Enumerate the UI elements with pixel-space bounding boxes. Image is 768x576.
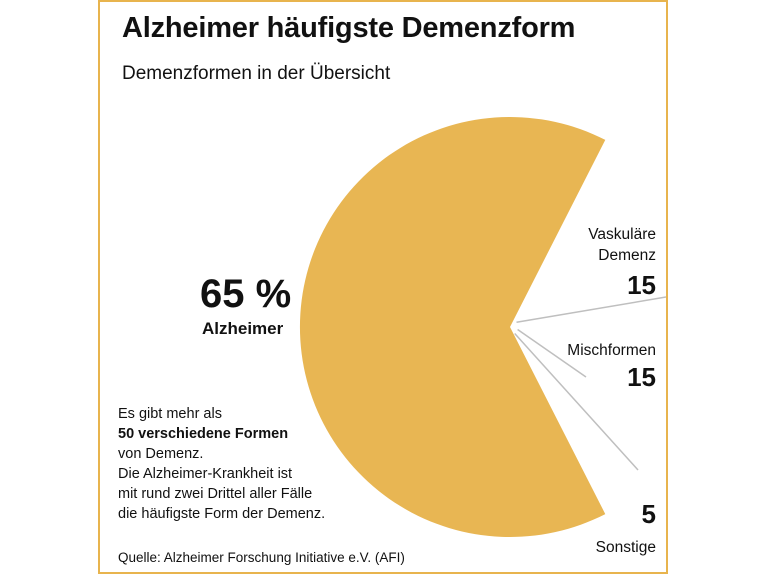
pie-chart	[299, 117, 666, 538]
alzheimer-value: 65 %	[200, 272, 292, 316]
chart-subtitle: Demenzformen in der Übersicht	[122, 63, 391, 84]
leader-line-sonstige	[514, 332, 639, 471]
vaskulaere-label: Vaskuläre Demenz	[588, 224, 656, 266]
vaskulaere-label-line1: Vaskuläre	[588, 226, 656, 243]
note-line: Die Alzheimer-Krankheit ist	[118, 466, 293, 482]
note-line: von Demenz.	[118, 446, 204, 462]
leader-line-mischformen	[517, 328, 587, 378]
vaskulaere-value: 15	[627, 270, 656, 300]
leader-line-vaskulaere	[516, 296, 666, 324]
chart-title: Alzheimer häufigste Demenzform	[122, 12, 576, 44]
source-note: Quelle: Alzheimer Forschung Initiative e…	[118, 550, 405, 565]
info-note: Es gibt mehr als 50 verschiedene Formen …	[118, 404, 378, 524]
mischformen-value: 15	[627, 362, 656, 392]
sonstige-value: 5	[641, 499, 656, 529]
pie-slice-alzheimer	[299, 117, 606, 538]
chart-frame: Alzheimer häufigste Demenzform Demenzfor…	[98, 0, 668, 574]
vaskulaere-label-line2: Demenz	[598, 247, 656, 264]
note-line-bold: 50 verschiedene Formen	[118, 426, 289, 442]
sonstige-label: Sonstige	[595, 539, 656, 556]
mischformen-label: Mischformen	[567, 342, 656, 359]
note-line: mit rund zwei Drittel aller Fälle	[118, 486, 313, 502]
note-line: die häufigste Form der Demenz.	[118, 506, 326, 522]
alzheimer-label: Alzheimer	[202, 319, 284, 338]
note-line: Es gibt mehr als	[118, 406, 222, 422]
